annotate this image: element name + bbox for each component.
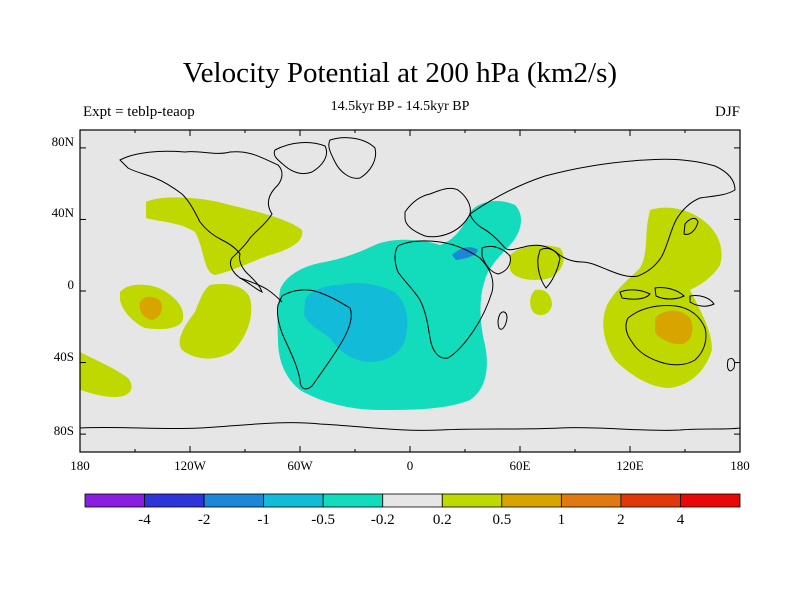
- lon-label: 120W: [174, 458, 206, 473]
- lon-label: 180: [70, 458, 90, 473]
- colorbar-swatch: [382, 493, 443, 508]
- colorbar-swatch: [84, 493, 145, 508]
- colorbar-swatch: [144, 493, 205, 508]
- lon-label: 60E: [509, 458, 531, 473]
- colorbar-label: 0.5: [492, 512, 512, 528]
- colorbar-swatch: [620, 493, 681, 508]
- colorbar: [84, 493, 741, 508]
- colorbar-swatch: [560, 493, 622, 508]
- lat-label: 0: [67, 277, 75, 292]
- positive-anomaly-indian-ocean: [530, 289, 552, 316]
- colorbar-label: 2: [617, 512, 625, 528]
- positive-anomaly-core-pacific: [139, 296, 162, 320]
- colorbar-label: 4: [676, 512, 685, 528]
- colorbar-label: 0.2: [432, 512, 452, 528]
- lon-label: 120E: [616, 458, 644, 473]
- lat-label: 80S: [53, 423, 74, 438]
- colorbar-label: -0.2: [370, 512, 395, 528]
- lon-label: 60W: [287, 458, 313, 473]
- colorbar-swatch: [322, 493, 384, 508]
- colorbar-swatch: [501, 493, 562, 508]
- experiment-label: Expt = teblp-teaop: [83, 104, 195, 120]
- lon-label: 180: [730, 458, 750, 473]
- positive-anomaly-australia: [655, 310, 693, 345]
- axis-ticks: [79, 130, 741, 452]
- colorbar-label: 1: [557, 512, 566, 528]
- colorbar-swatch: [203, 493, 265, 508]
- colorbar-label: -2: [197, 512, 211, 528]
- colorbar-swatch: [263, 493, 324, 508]
- lat-label: 40N: [51, 205, 74, 220]
- coastlines: [79, 137, 741, 431]
- positive-anomaly-arabian-sea: [510, 245, 564, 280]
- lon-label: 0: [406, 458, 414, 473]
- lat-label: 80N: [51, 134, 74, 149]
- negative-anomaly-arabia: [452, 247, 478, 260]
- lat-label: 40S: [53, 349, 74, 364]
- colorbar-swatch: [680, 493, 741, 508]
- plot-title: Velocity Potential at 200 hPa (km2/s): [182, 57, 618, 89]
- positive-anomaly-south-pacific: [179, 283, 252, 359]
- colorbar-label: -1: [257, 512, 270, 528]
- negative-anomaly-south-america: [304, 282, 408, 362]
- colorbar-label: -0.5: [311, 512, 336, 528]
- plot-subtitle: 14.5kyr BP - 14.5kyr BP: [330, 99, 470, 114]
- season-label: DJF: [714, 104, 740, 120]
- colorbar-swatch: [441, 493, 503, 508]
- colorbar-label: -4: [138, 512, 151, 528]
- positive-anomaly-north-america: [146, 197, 303, 275]
- positive-anomaly-southwest-pacific: [80, 352, 132, 397]
